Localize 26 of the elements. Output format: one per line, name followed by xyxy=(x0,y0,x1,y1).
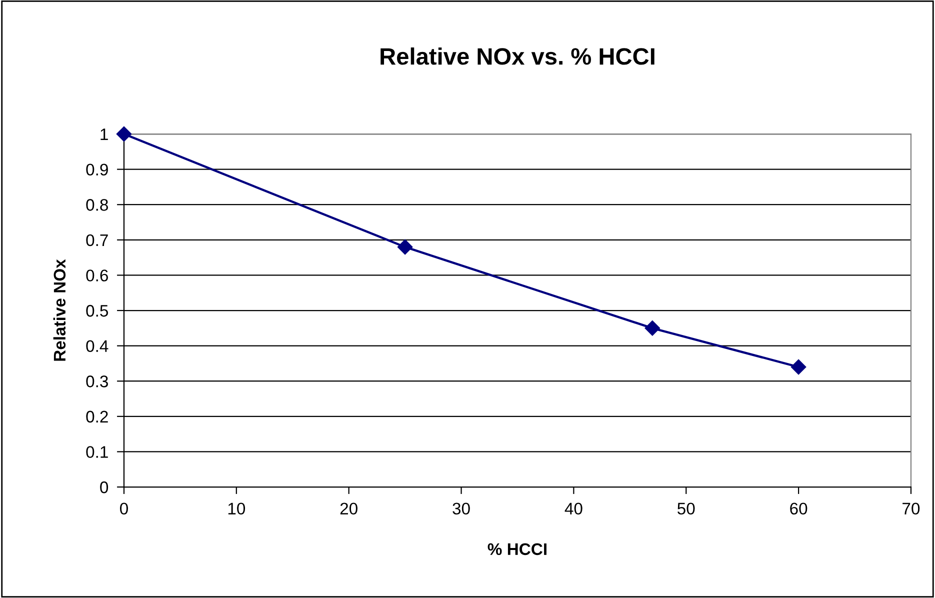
y-tick-label: 1 xyxy=(100,128,108,140)
y-tick-label: 0.9 xyxy=(86,164,108,176)
x-tick-label: 50 xyxy=(678,502,695,515)
x-tick-label: 60 xyxy=(790,502,808,515)
y-tick-label: 0.8 xyxy=(86,199,108,211)
x-tick-label: 70 xyxy=(902,502,920,515)
y-tick-label: 0.5 xyxy=(86,304,108,317)
y-tick-label: 0.2 xyxy=(86,410,108,423)
y-tick-label: 0.1 xyxy=(86,446,108,458)
x-tick-label: 30 xyxy=(452,502,470,515)
y-tick-label: 0.4 xyxy=(86,340,108,352)
point xyxy=(116,126,132,142)
x-tick-label: 0 xyxy=(120,502,128,515)
y-tick-label: 0.6 xyxy=(86,270,108,282)
y-axis-title: Relative NOx xyxy=(53,259,66,361)
chart-title: Relative NOx vs. % HCCI xyxy=(380,47,654,65)
point xyxy=(790,359,806,375)
point xyxy=(644,320,660,336)
y-tick-label: 0 xyxy=(100,481,108,494)
x-tick-label: 10 xyxy=(228,502,246,515)
y-tick-label: 0.7 xyxy=(86,234,108,246)
x-tick-label: 20 xyxy=(340,502,358,515)
x-tick-label: 40 xyxy=(564,502,582,515)
x-axis-title: % HCCI xyxy=(488,543,546,556)
y-tick-label: 0.3 xyxy=(86,376,108,388)
point xyxy=(397,239,413,255)
